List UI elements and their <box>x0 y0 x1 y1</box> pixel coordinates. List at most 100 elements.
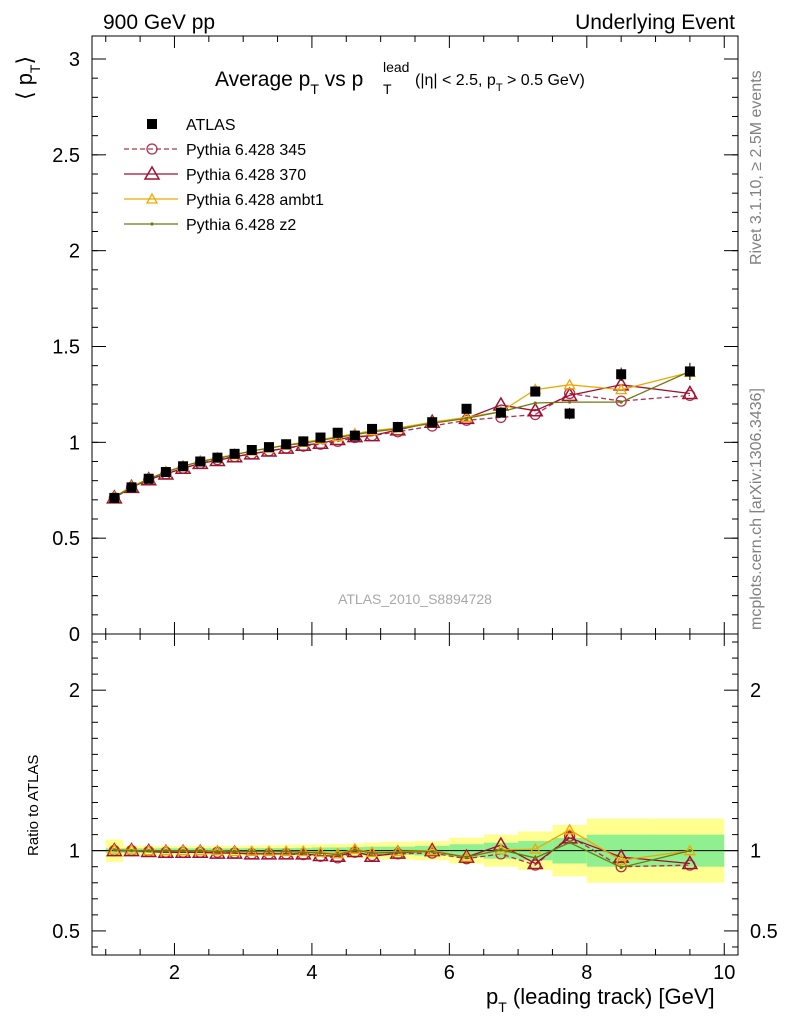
ratio-pythia-6-428-z2-point <box>267 849 271 854</box>
ratio-pythia-6-428-ambt1-point <box>297 845 310 857</box>
series-atlas-point <box>195 456 206 467</box>
series-pythia-6-428-370-point <box>681 384 699 400</box>
ratio-pythia-6-428-z2-point <box>112 848 116 852</box>
series-pythia-6-428-370-point <box>526 402 544 417</box>
ratio-pythia-6-428-z2-point <box>233 849 237 854</box>
series-atlas-point <box>229 448 240 459</box>
series-pythia-6-428-ambt1-point <box>615 383 628 395</box>
header-left: 900 GeV pp <box>103 11 215 34</box>
mcplots-label: mcplots.cern.ch [arXiv:1306.3436] <box>748 388 765 630</box>
series-atlas-point <box>246 445 257 455</box>
series-pythia-6-428-z2-point <box>533 401 537 405</box>
ratio-pythia-6-428-z2-point <box>198 849 202 853</box>
title-condition: (|η| < 2.5, pT > 0.5 GeV) <box>415 72 585 94</box>
title-average: Average p <box>215 68 310 91</box>
series-pythia-6-428-ambt1-point <box>460 411 473 423</box>
y-tick-label-right: 2 <box>750 680 761 702</box>
series-atlas-point <box>461 403 472 414</box>
y-tick-label: 3 <box>69 49 80 71</box>
y-tick-label: 0.5 <box>52 921 80 943</box>
series-pythia-6-428-z2-point <box>464 416 469 420</box>
series-atlas-point <box>160 467 171 478</box>
legend-pythia-6-428-345-marker <box>146 143 158 155</box>
series-atlas-point <box>427 417 438 428</box>
ratio-pythia-6-428-z2-point <box>181 849 185 853</box>
ratio-pythia-6-428-ambt1-point <box>348 842 361 854</box>
ratio-pythia-6-428-ambt1-point <box>615 853 628 865</box>
series-atlas-point <box>349 430 360 441</box>
series-atlas-point <box>392 422 403 432</box>
series-pythia-6-428-345-point <box>529 408 541 421</box>
ratio-pythia-6-428-z2-point <box>129 849 134 853</box>
ratio-pythia-6-428-z2-point <box>318 851 323 855</box>
series-atlas-point <box>298 436 309 447</box>
series-atlas-point <box>143 473 154 484</box>
y-tick-label-right: 1 <box>750 841 761 863</box>
ratio-pythia-6-428-ambt1-point <box>211 844 224 856</box>
y-tick-label: 1 <box>69 841 80 863</box>
title-cond-a: (|η| < 2.5, p <box>415 72 496 89</box>
legend-pythia-6-428-ambt1-label: Pythia 6.428 ambt1 <box>186 192 324 209</box>
ratio-pythia-6-428-370-point <box>526 855 544 870</box>
ratio-plot-series <box>106 823 699 873</box>
y-tick-label: 2 <box>69 241 80 263</box>
legend: ATLAS Pythia 6.428 345 Pythia 6.428 370 Pyt… <box>124 117 324 234</box>
title-sup-2: lead <box>383 59 409 75</box>
series-pythia-6-428-z2-point <box>619 400 623 404</box>
ratio-pythia-6-428-ambt1-point <box>125 843 138 855</box>
ratio-pythia-6-428-z2-point <box>396 850 400 854</box>
ratio-pythia-6-428-z2-point <box>147 849 151 853</box>
legend-atlas-marker <box>147 119 157 129</box>
ylabel-open: ⟨ p <box>12 73 37 100</box>
ratio-pythia-6-428-z2-point <box>370 851 374 855</box>
main-title: Average pT vs p <box>215 68 363 97</box>
series-atlas-point <box>315 432 326 443</box>
ratio-pythia-6-428-370-point <box>681 855 699 870</box>
ratio-pythia-6-428-ambt1-point <box>314 845 327 857</box>
series-atlas-point <box>367 423 378 434</box>
ratio-pythia-6-428-z2-point <box>250 849 254 854</box>
x-tick-label: 6 <box>444 962 455 984</box>
y-tick-label: 0.5 <box>52 528 80 550</box>
legend-pythia-6-428-z2-marker <box>150 222 154 226</box>
ratio-pythia-6-428-z2-point <box>533 856 537 860</box>
xlabel-p: p <box>486 984 498 1009</box>
xlabel-rest: (leading track) [GeV] <box>507 984 715 1009</box>
ratio-pythia-6-428-z2-point <box>164 849 168 853</box>
ratio-pythia-6-428-z2-point <box>301 850 305 854</box>
series-atlas-point <box>564 408 575 419</box>
series-atlas-point <box>109 492 120 503</box>
series-atlas-point <box>178 461 189 472</box>
ratio-pythia-6-428-ambt1-point <box>494 843 508 855</box>
rivet-label: Rivet 3.1.10, ≥ 2.5M events <box>748 70 765 265</box>
ratio-pythia-6-428-z2-point <box>619 865 623 870</box>
title-cond-b: > 0.5 GeV) <box>503 72 585 89</box>
ratio-pythia-6-428-ambt1-point <box>365 845 379 857</box>
ratio-pythia-6-428-z2-point <box>430 849 434 854</box>
ratio-pythia-6-428-370-point <box>363 847 381 863</box>
ratio-plot-axes: 2 4 6 8 10 0.5 0.5 1 1 2 2 <box>52 633 778 984</box>
ratio-pythia-6-428-ambt1-point <box>529 842 542 854</box>
ratio-pythia-6-428-z2-point <box>284 849 288 854</box>
main-ylabel: ⟨ pT⟩ <box>12 56 43 100</box>
title-sub-1: T <box>310 81 319 97</box>
x-tick-label: 2 <box>169 962 180 984</box>
ratio-pythia-6-428-z2-point <box>464 855 469 859</box>
main-plot-series <box>106 362 699 504</box>
header-right: Underlying Event <box>575 11 735 34</box>
series-atlas-point <box>212 452 223 463</box>
legend-pythia-6-428-345-label: Pythia 6.428 345 <box>186 142 306 159</box>
series-atlas-point <box>684 366 695 377</box>
legend-pythia-6-428-370-label: Pythia 6.428 370 <box>186 167 306 184</box>
series-pythia-6-428-z2-point <box>568 400 572 404</box>
ratio-pythia-6-428-z2-point <box>215 849 220 854</box>
title-cond-sub: T <box>496 82 503 94</box>
series-atlas-point <box>530 386 541 397</box>
plot-frame <box>91 633 739 956</box>
series-atlas-point <box>126 482 137 493</box>
ratio-pythia-6-428-ambt1-point <box>563 823 576 835</box>
ratio-pythia-6-428-z2-point <box>568 841 572 845</box>
series-pythia-6-428-ambt1-point <box>563 378 576 390</box>
ratio-pythia-6-428-z2-point <box>336 853 340 857</box>
